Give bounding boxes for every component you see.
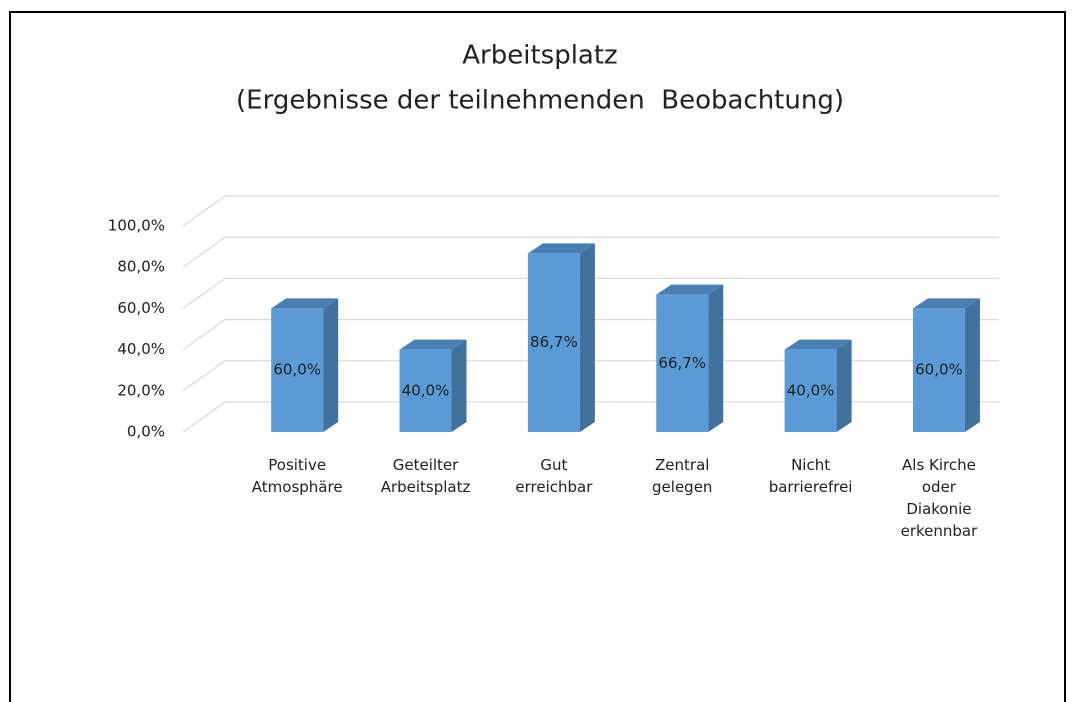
bar-side: [579, 243, 595, 432]
value-label: 60,0%: [273, 361, 321, 379]
y-tick-label: 40,0%: [117, 340, 165, 358]
chart-title: Arbeitsplatz: [462, 41, 617, 71]
bar-side: [836, 339, 852, 432]
x-tick-label: Gut erreichbar: [515, 456, 593, 496]
x-tick-label: Nicht barrierefrei: [768, 456, 853, 496]
bar-top: [784, 339, 852, 350]
bar-front: [912, 308, 965, 432]
y-tick-label: 20,0%: [117, 381, 165, 399]
y-tick-label: 0,0%: [127, 423, 165, 441]
x-tick-label: Positive Atmosphäre: [251, 456, 343, 496]
bar-front: [784, 349, 837, 432]
bar: [399, 339, 467, 432]
bar-front: [399, 349, 452, 432]
frame: [9, 11, 1066, 702]
y-tick-label: 60,0%: [117, 299, 165, 317]
grid-line: [182, 236, 999, 268]
value-label: 60,0%: [915, 361, 963, 379]
value-label: 86,7%: [530, 333, 578, 351]
bar-side: [323, 298, 339, 432]
x-tick-label: Als Kirche oder Diakonie erkennbar: [900, 456, 978, 540]
bar-top: [912, 298, 980, 309]
x-tick-label: Zentral gelegen: [652, 456, 713, 496]
y-tick-label: 100,0%: [108, 217, 165, 235]
grid-line: [182, 360, 999, 392]
bar-top: [271, 298, 339, 309]
value-label: 66,7%: [658, 354, 706, 372]
grid-line: [182, 401, 999, 433]
bar-front: [656, 294, 709, 432]
bar: [527, 243, 595, 432]
bar-top: [656, 284, 724, 295]
bar-side: [708, 284, 724, 432]
bar: [271, 298, 339, 432]
bar-front: [527, 253, 580, 432]
bar-top: [399, 339, 467, 350]
value-label: 40,0%: [402, 381, 450, 399]
chart-subtitle: (Ergebnisse der teilnehmenden Beobachtun…: [236, 86, 844, 116]
bar-side: [964, 298, 980, 432]
grid-line: [182, 277, 999, 309]
x-tick-label: Geteilter Arbeitsplatz: [380, 456, 471, 496]
y-tick-label: 80,0%: [117, 258, 165, 276]
value-label: 40,0%: [787, 381, 835, 399]
bar-front: [271, 308, 324, 432]
grid-line: [182, 195, 999, 227]
bar: [912, 298, 980, 432]
bar: [784, 339, 852, 432]
grid-line: [182, 319, 999, 351]
bar-top: [527, 243, 595, 254]
bar: [656, 284, 724, 432]
bar-side: [451, 339, 467, 432]
